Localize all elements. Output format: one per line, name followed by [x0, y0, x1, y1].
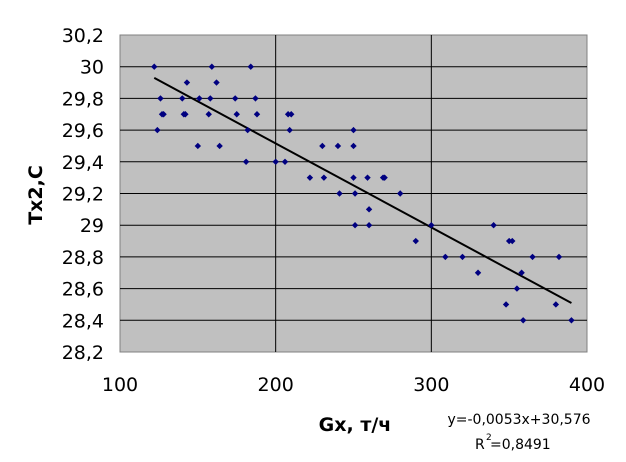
data-point — [381, 174, 388, 181]
y-tick-label: 29 — [80, 215, 104, 237]
data-point — [306, 174, 314, 181]
data-point — [216, 142, 223, 150]
y-tick-label: 28,6 — [62, 279, 104, 301]
r-squared-label: R 2 =0,8491 — [475, 433, 551, 453]
data-point — [502, 301, 510, 308]
data-point — [365, 222, 373, 229]
data-point — [350, 126, 357, 134]
data-point — [351, 190, 359, 197]
y-axis-title: Tx2,C — [25, 165, 47, 225]
data-point — [519, 317, 527, 324]
data-point — [154, 126, 161, 134]
data-point — [196, 95, 203, 102]
grid-lines — [120, 35, 587, 352]
data-point — [350, 142, 357, 150]
data-point — [244, 126, 251, 134]
data-point — [529, 253, 536, 261]
data-point — [364, 174, 371, 181]
data-point — [179, 95, 186, 102]
data-point — [350, 174, 357, 181]
y-tick-label: 28,8 — [62, 247, 104, 269]
data-point — [552, 301, 560, 308]
data-point — [474, 269, 482, 276]
data-point — [442, 253, 449, 261]
data-point — [207, 95, 214, 102]
svg-text:R: R — [475, 437, 485, 453]
data-point — [513, 285, 521, 292]
r2-value: =0,8491 — [490, 437, 551, 453]
data-point — [208, 63, 216, 70]
data-point — [288, 111, 295, 118]
data-point — [233, 111, 240, 118]
data-point — [253, 111, 261, 118]
data-point — [286, 126, 293, 134]
data-point — [281, 158, 289, 165]
data-point — [157, 95, 164, 102]
trendline — [153, 77, 572, 304]
data-point — [205, 111, 212, 118]
data-point — [351, 222, 359, 229]
y-tick-label: 30 — [80, 57, 104, 79]
y-tick-label: 28,2 — [62, 342, 104, 364]
data-point — [320, 174, 328, 181]
y-tick-label: 29,2 — [62, 184, 104, 206]
data-point — [336, 190, 343, 197]
data-point — [182, 111, 189, 118]
y-tick-label: 29,4 — [62, 152, 104, 174]
data-point — [428, 222, 435, 229]
data-point — [365, 206, 373, 213]
data-points — [151, 63, 575, 324]
x-axis-ticks: 100 200 300 400 — [102, 374, 605, 396]
x-axis-title: Gx, т/ч — [319, 414, 392, 436]
x-tick-label: 400 — [569, 374, 605, 396]
data-point — [151, 63, 158, 70]
data-point — [568, 317, 575, 324]
y-tick-label: 29,8 — [62, 88, 104, 110]
r2-letter: R — [475, 437, 485, 453]
data-point — [252, 95, 259, 102]
x-tick-label: 300 — [413, 374, 449, 396]
x-tick-label: 200 — [258, 374, 294, 396]
regression-equation: y=-0,0053x+30,576 — [447, 412, 590, 428]
data-point — [397, 190, 404, 197]
data-point — [319, 142, 326, 150]
data-point — [509, 237, 516, 245]
data-point — [412, 237, 419, 245]
x-tick-label: 100 — [102, 374, 138, 396]
r2-superscript: 2 — [486, 433, 492, 443]
data-point — [555, 253, 563, 261]
data-point — [247, 63, 254, 70]
data-point — [194, 142, 202, 150]
y-tick-label: 28,4 — [62, 310, 104, 332]
data-point — [459, 253, 466, 261]
data-point — [518, 269, 525, 276]
data-point — [334, 142, 342, 150]
y-tick-label: 30,2 — [62, 25, 104, 47]
data-point — [183, 79, 191, 86]
y-axis-ticks: 28,2 28,4 28,6 28,8 29 29,2 29,4 29,6 29,8 30 30,2 — [62, 25, 104, 364]
data-point — [490, 222, 497, 229]
data-point — [213, 79, 220, 86]
y-tick-label: 29,6 — [62, 120, 104, 142]
data-point — [242, 158, 250, 165]
data-point — [160, 111, 167, 118]
data-point — [231, 95, 239, 102]
data-point — [272, 158, 279, 165]
